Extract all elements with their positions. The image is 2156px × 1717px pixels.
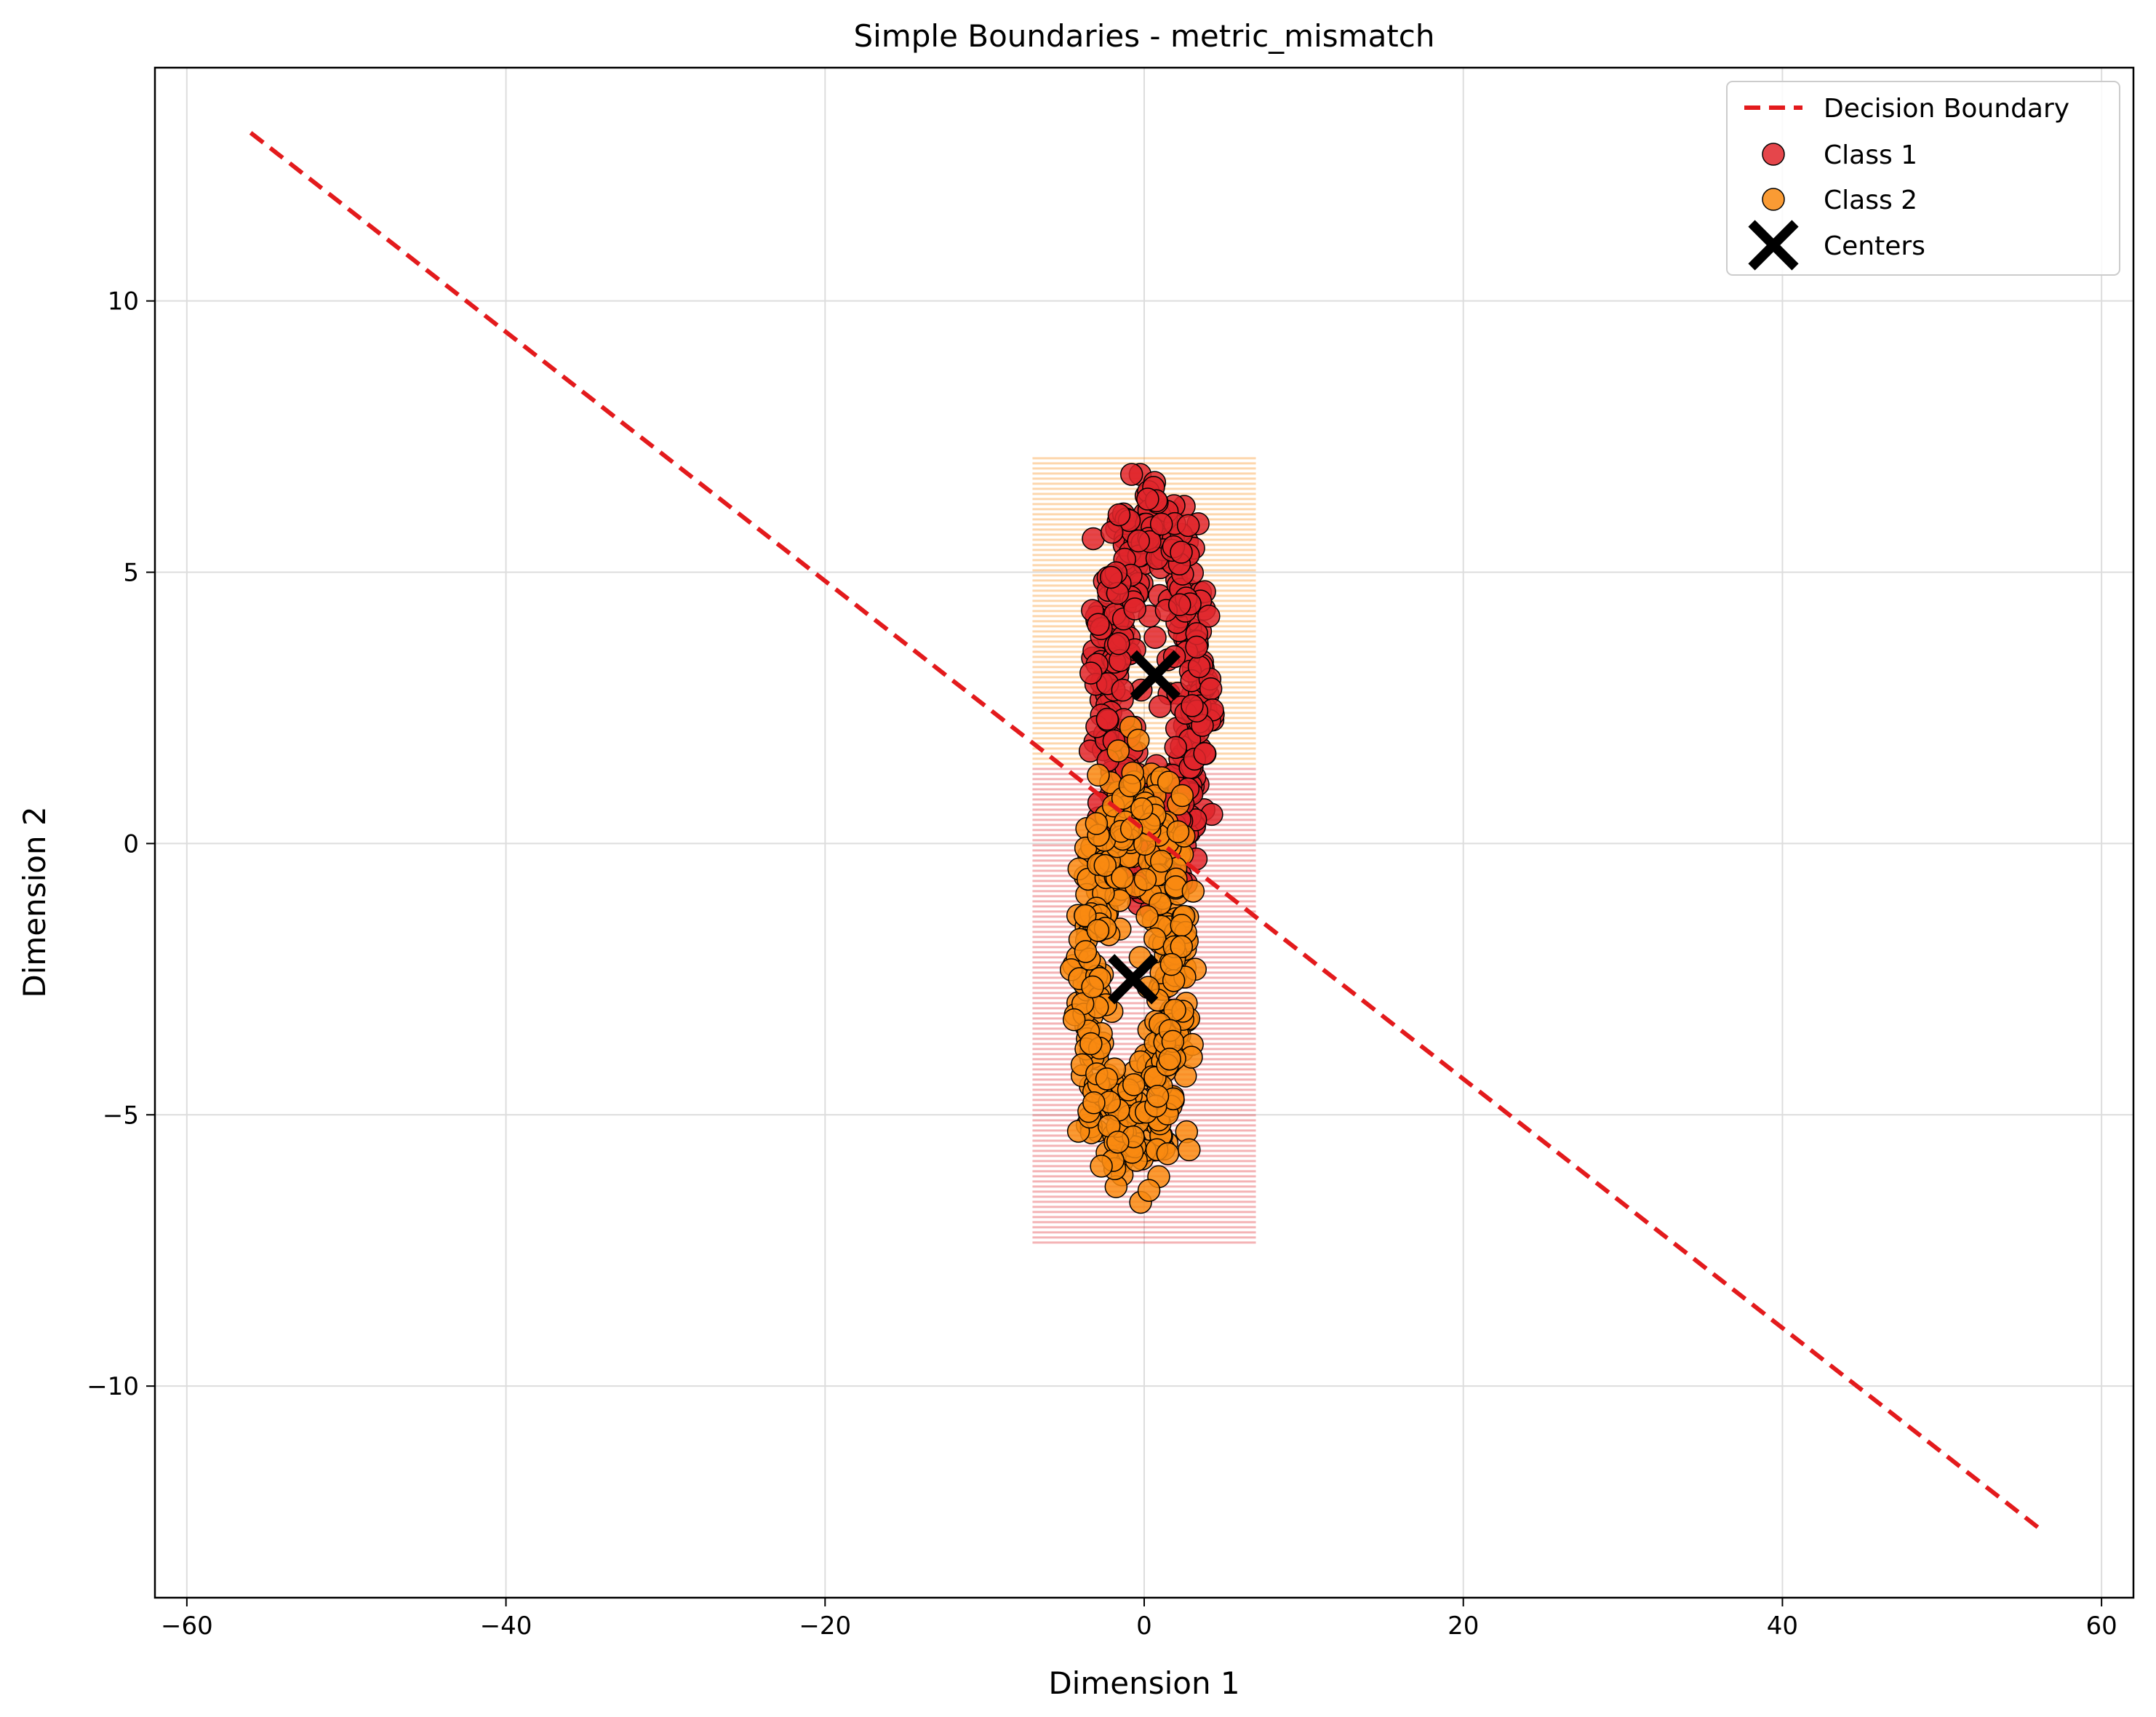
class-1-point bbox=[1197, 605, 1221, 628]
y-tick-label: −5 bbox=[103, 1101, 139, 1130]
class-1-point bbox=[1176, 514, 1200, 538]
class-1-point bbox=[1078, 739, 1102, 763]
decision-boundary bbox=[249, 131, 2040, 1529]
class-2-point bbox=[1137, 1179, 1161, 1202]
class-2-point bbox=[1166, 820, 1190, 843]
class-1-point bbox=[1143, 626, 1167, 649]
class-1-point bbox=[1079, 661, 1103, 685]
class-2-point bbox=[1086, 919, 1110, 942]
x-tick-label: 60 bbox=[2085, 1612, 2117, 1641]
class-1-point bbox=[1127, 529, 1150, 553]
class-2-point bbox=[1106, 1131, 1130, 1154]
class-2-point bbox=[1170, 914, 1194, 937]
class-2-point bbox=[1074, 904, 1097, 928]
legend-class-swatch bbox=[1762, 143, 1785, 166]
y-tick-label: 0 bbox=[123, 829, 139, 858]
class-2-point bbox=[1135, 904, 1159, 928]
cluster-centers bbox=[1108, 650, 1181, 1005]
class-1-point bbox=[1187, 655, 1211, 679]
center-marker bbox=[1108, 954, 1159, 1005]
chart-title: Simple Boundaries - metric_mismatch bbox=[854, 18, 1435, 54]
center-marker bbox=[1130, 650, 1181, 701]
legend-class-swatch bbox=[1762, 188, 1785, 211]
class-2-point bbox=[1158, 1047, 1181, 1071]
class-2-point bbox=[1111, 866, 1134, 889]
class-2-point bbox=[1156, 1142, 1180, 1166]
class-2-point bbox=[1095, 1067, 1119, 1091]
class-1-point bbox=[1167, 593, 1191, 616]
y-axis-label: Dimension 2 bbox=[17, 806, 52, 997]
class-2-point bbox=[1133, 868, 1157, 891]
legend-label: Class 1 bbox=[1824, 140, 1917, 170]
class-2-point bbox=[1106, 739, 1130, 762]
class-1-point bbox=[1106, 632, 1130, 656]
class-1-point bbox=[1170, 541, 1193, 564]
class-2-point bbox=[1093, 853, 1117, 877]
class-1-point bbox=[1123, 597, 1146, 621]
class-2-point bbox=[1081, 975, 1104, 999]
class-1-point bbox=[1199, 677, 1223, 701]
x-axis-label: Dimension 1 bbox=[1048, 1665, 1239, 1701]
class-1-point bbox=[1149, 695, 1172, 718]
x-tick-label: −20 bbox=[799, 1612, 851, 1641]
x-tick-label: −40 bbox=[480, 1612, 532, 1641]
x-tick-label: 0 bbox=[1136, 1612, 1152, 1641]
class-2-point bbox=[1170, 935, 1194, 958]
y-tick-label: 5 bbox=[123, 559, 139, 588]
scatter-points bbox=[1059, 463, 1225, 1214]
class-2-point bbox=[1122, 1073, 1146, 1096]
class-1-point bbox=[1181, 694, 1204, 717]
class-1-point bbox=[1185, 635, 1208, 659]
class-2-point bbox=[1085, 812, 1109, 835]
class-2-point bbox=[1082, 1091, 1106, 1115]
class-1-point bbox=[1164, 736, 1187, 760]
class-2-point bbox=[1181, 880, 1205, 903]
legend-box bbox=[1726, 81, 2120, 276]
class-1-point bbox=[1193, 742, 1216, 765]
class-2-point bbox=[1170, 784, 1194, 808]
class-1-point bbox=[1111, 678, 1135, 702]
class-1-point bbox=[1099, 565, 1123, 589]
class-2-point bbox=[1130, 797, 1154, 821]
class-1-point bbox=[1095, 707, 1119, 731]
legend-label: Decision Boundary bbox=[1824, 94, 2069, 124]
class-2-point bbox=[1149, 850, 1173, 873]
legend: Decision Boundary Class 1 Class 2 Centers bbox=[1726, 81, 2120, 276]
class-1-point bbox=[1136, 487, 1159, 511]
class-1-point bbox=[1087, 613, 1110, 636]
legend-label: Centers bbox=[1824, 231, 1925, 261]
class-2-point bbox=[1146, 1085, 1170, 1108]
class-2-point bbox=[1087, 763, 1110, 787]
y-tick-label: 10 bbox=[108, 287, 139, 316]
legend-centers-swatch bbox=[1748, 220, 1799, 271]
class-1-point bbox=[1107, 503, 1131, 527]
class-2-point bbox=[1079, 1032, 1103, 1056]
y-tick-label: −10 bbox=[87, 1372, 139, 1401]
class-1-point bbox=[1119, 463, 1143, 486]
x-tick-label: −60 bbox=[161, 1612, 213, 1641]
class-1-point bbox=[1149, 512, 1173, 536]
class-2-point bbox=[1062, 1008, 1086, 1032]
legend-label: Class 2 bbox=[1824, 186, 1917, 215]
class-2-point bbox=[1159, 952, 1183, 976]
class-2-point bbox=[1143, 927, 1167, 951]
x-tick-label: 20 bbox=[1448, 1612, 1479, 1641]
x-tick-label: 40 bbox=[1767, 1612, 1798, 1641]
class-2-point bbox=[1118, 774, 1142, 797]
class-2-point bbox=[1178, 1138, 1201, 1162]
class-2-point bbox=[1074, 940, 1098, 963]
axis-ticks: −60 −40 −20 0 20 40 60 −10 −5 0 5 10 bbox=[87, 287, 2117, 1641]
class-2-point bbox=[1127, 728, 1150, 752]
decision-boundary-line bbox=[249, 131, 2040, 1529]
class-2-point bbox=[1090, 1155, 1113, 1178]
